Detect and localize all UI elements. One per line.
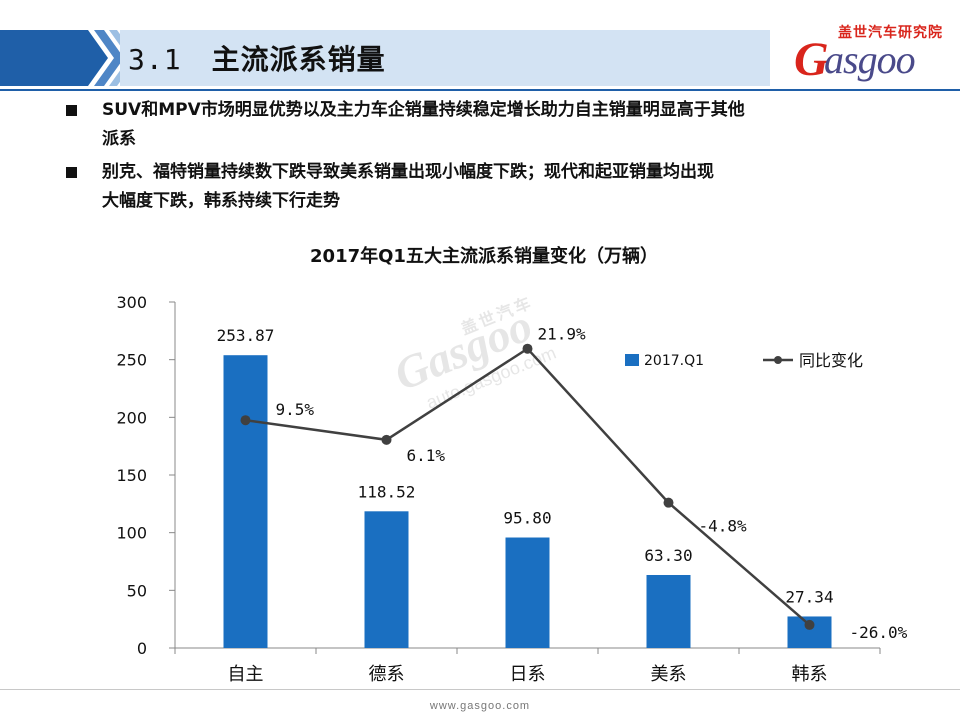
- header-divider: [0, 89, 960, 91]
- bar: [223, 355, 268, 648]
- yoy-change-point: [381, 434, 392, 445]
- bar-value-label: 63.30: [644, 546, 692, 565]
- x-category-label: 自主: [228, 664, 264, 685]
- bullet-square-icon: [66, 105, 77, 116]
- y-tick-label: 50: [127, 581, 147, 600]
- page-title-text: 主流派系销量: [211, 43, 386, 76]
- yoy-change-label: 9.5%: [276, 400, 315, 419]
- legend-line-marker: [774, 356, 782, 364]
- x-category-label: 美系: [651, 664, 687, 685]
- page-title: 3.1 主流派系销量: [128, 38, 386, 78]
- bar: [364, 511, 409, 648]
- bullet-list: SUV和MPV市场明显优势以及主力车企销量持续稳定增长助力自主销量明显高于其他 …: [62, 96, 892, 220]
- logo-en-text: asgoo: [824, 37, 916, 82]
- x-category-label: 韩系: [792, 664, 828, 685]
- yoy-change-point: [663, 497, 674, 508]
- bar-value-label: 253.87: [217, 326, 275, 345]
- legend-line-label: 同比变化: [799, 351, 863, 370]
- y-tick-label: 0: [137, 639, 147, 658]
- bar-value-label: 95.80: [503, 509, 551, 528]
- y-tick-label: 300: [116, 293, 147, 312]
- sales-chart: 2017年Q1五大主流派系销量变化（万辆） 0 50 100 150 200 250 300…: [116, 245, 908, 685]
- yoy-change-point: [240, 415, 251, 426]
- x-category-label: 德系: [369, 664, 405, 685]
- bullet-line: 别克、福特销量持续数下跌导致美系销量出现小幅度下跌；现代和起亚销量均出现: [102, 162, 714, 182]
- section-number: 3.1: [128, 43, 182, 76]
- bar: [505, 537, 550, 648]
- y-tick-label: 150: [116, 466, 147, 485]
- x-category-label: 日系: [510, 664, 546, 685]
- yoy-change-label: 21.9%: [538, 325, 587, 344]
- yoy-change-label: -4.8%: [699, 517, 748, 536]
- yoy-change-point: [804, 619, 815, 630]
- yoy-change-point: [522, 343, 533, 354]
- logo-cn-text: 盖世汽车研究院: [838, 25, 943, 41]
- y-tick-label: 200: [116, 408, 147, 427]
- chart-title: 2017年Q1五大主流派系销量变化（万辆）: [310, 245, 658, 267]
- bullet-line: 派系: [102, 129, 136, 149]
- y-tick-label: 250: [116, 351, 147, 370]
- bullet-item: 别克、福特销量持续数下跌导致美系销量出现小幅度下跌；现代和起亚销量均出现 大幅度…: [62, 158, 892, 216]
- header-banner: [0, 30, 770, 86]
- bullet-line: 大幅度下跌，韩系持续下行走势: [102, 191, 340, 211]
- footer-url: www.gasgoo.com: [429, 700, 531, 712]
- bar-value-label: 118.52: [358, 482, 416, 501]
- bar: [646, 574, 691, 648]
- y-tick-label: 100: [116, 524, 147, 543]
- legend-bar-swatch: [625, 354, 639, 366]
- gasgoo-logo: 盖世汽车研究院 G asgoo: [790, 22, 950, 86]
- bullet-square-icon: [66, 167, 77, 178]
- chart-legend: 2017.Q1 同比变化: [625, 351, 863, 370]
- footer-divider: [0, 689, 960, 690]
- bullet-line: SUV和MPV市场明显优势以及主力车企销量持续稳定增长助力自主销量明显高于其他: [102, 100, 745, 120]
- legend-bar-label: 2017.Q1: [644, 353, 704, 369]
- logo-g-letter: G: [794, 33, 829, 86]
- yoy-change-label: -26.0%: [850, 623, 908, 642]
- yoy-change-label: 6.1%: [407, 446, 446, 465]
- bar-value-label: 27.34: [785, 587, 833, 606]
- bullet-item: SUV和MPV市场明显优势以及主力车企销量持续稳定增长助力自主销量明显高于其他 …: [62, 96, 892, 154]
